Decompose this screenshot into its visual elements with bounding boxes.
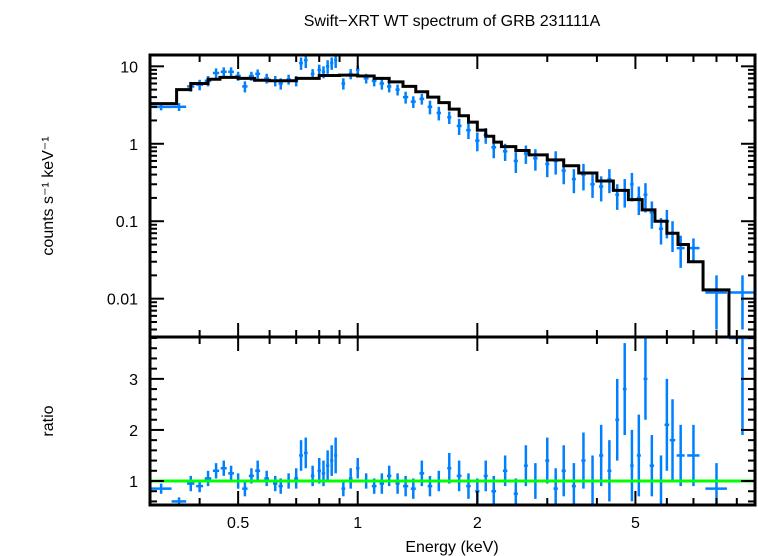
x-tick-label: 2	[473, 515, 482, 532]
x-axis-label: Energy (keV)	[405, 539, 498, 556]
model-step-line	[150, 73, 731, 337]
ratio-panel-frame	[148, 335, 757, 507]
x-tick-label: 0.5	[227, 515, 249, 532]
y-tick-label-spectrum: 1	[129, 137, 138, 154]
x-tick-label: 5	[631, 515, 640, 532]
y-tick-label-spectrum: 0.01	[107, 292, 138, 309]
y-tick-label-ratio: 1	[129, 474, 138, 491]
y-axis-label-spectrum: counts s⁻¹ keV⁻¹	[40, 136, 57, 255]
chart-title: Swift−XRT WT spectrum of GRB 231111A	[304, 13, 601, 30]
y-tick-label-ratio: 3	[129, 372, 138, 389]
y-tick-label-spectrum: 0.1	[116, 214, 138, 231]
spectrum-panel-frame	[148, 53, 757, 339]
y-tick-label-ratio: 2	[129, 423, 138, 440]
y-axis-label-ratio: ratio	[40, 405, 57, 436]
x-tick-label: 1	[353, 515, 362, 532]
y-tick-label-spectrum: 10	[120, 59, 138, 76]
